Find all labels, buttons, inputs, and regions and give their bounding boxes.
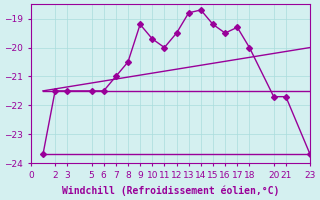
X-axis label: Windchill (Refroidissement éolien,°C): Windchill (Refroidissement éolien,°C) — [62, 185, 279, 196]
